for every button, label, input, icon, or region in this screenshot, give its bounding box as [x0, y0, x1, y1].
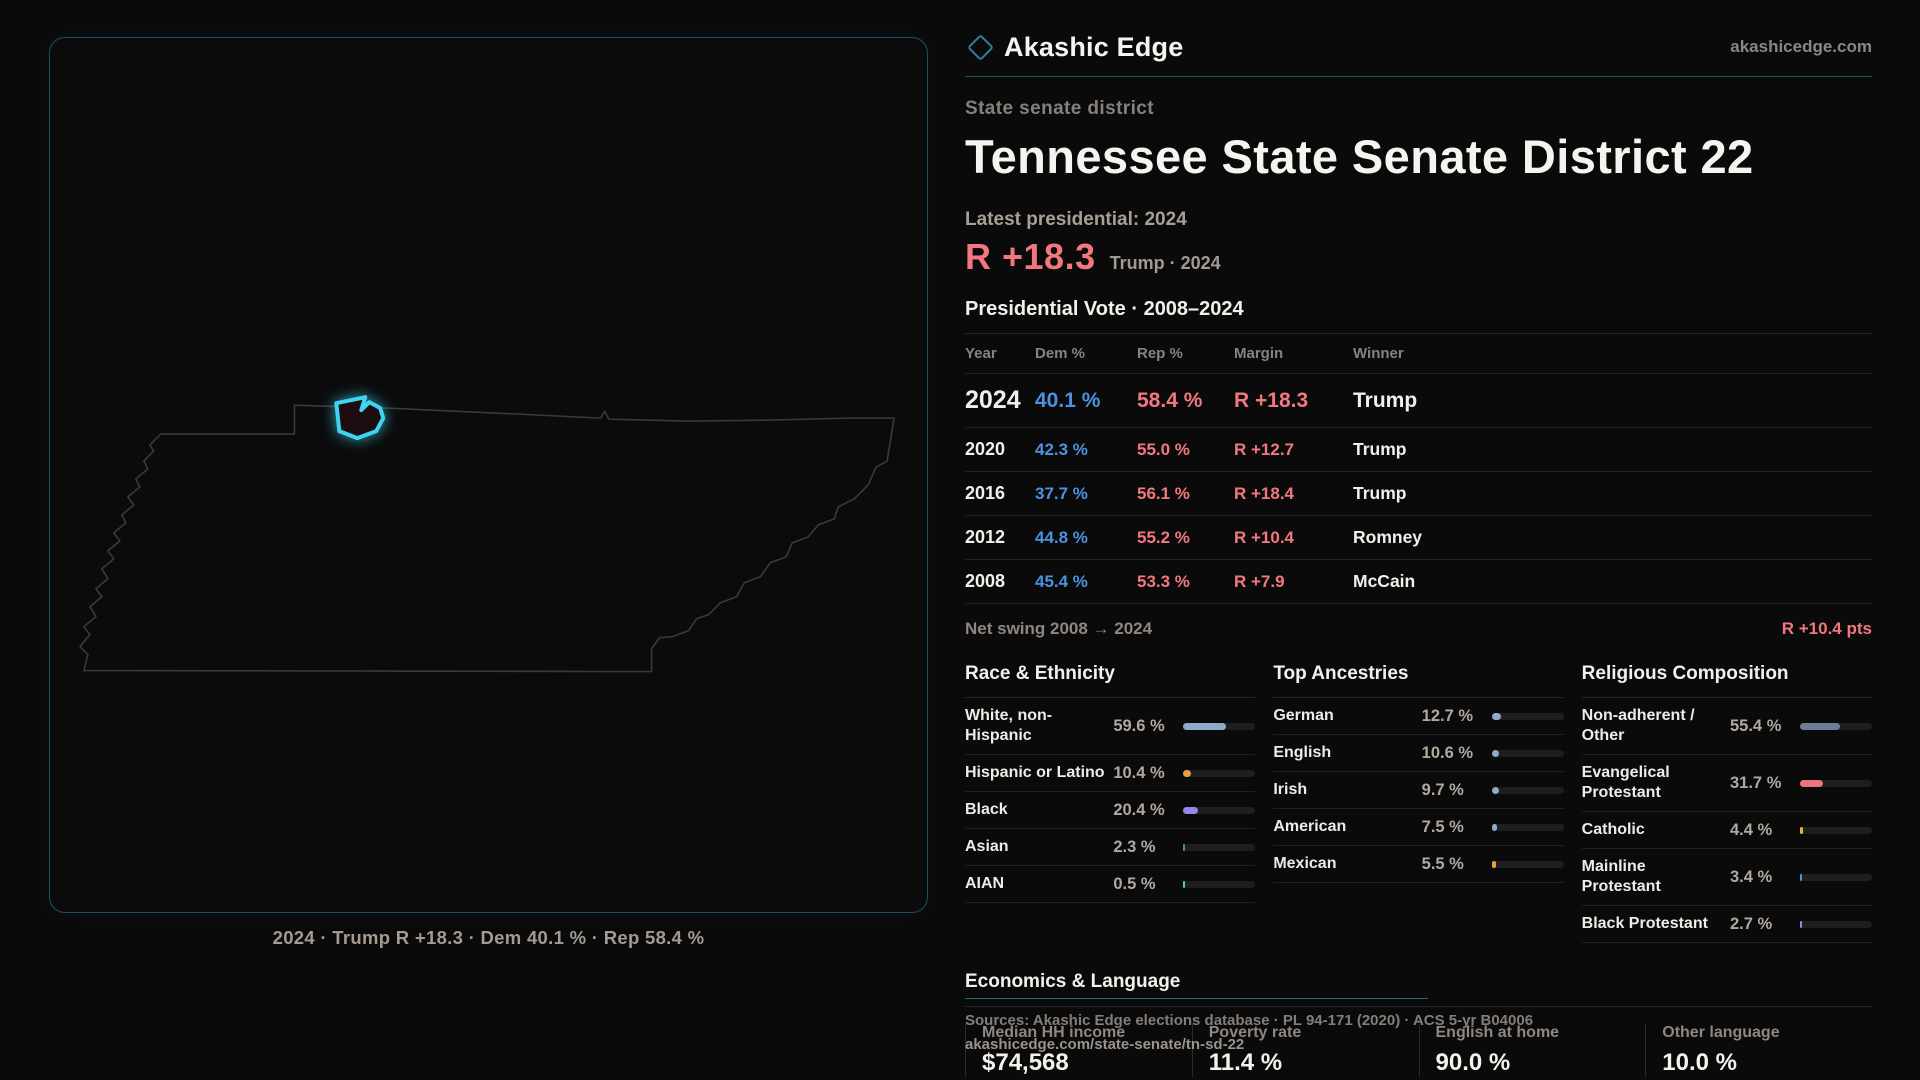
economics-section: Economics & Language Median HH income $7…	[965, 971, 1872, 1077]
section-title: Race & Ethnicity	[965, 663, 1256, 698]
stat-bar	[1800, 920, 1872, 928]
margin-winner-year: Trump · 2024	[1109, 253, 1221, 273]
table-header-row: Year Dem % Rep % Margin Winner	[965, 333, 1872, 374]
map-caption: 2024 · Trump R +18.3 · Dem 40.1 % · Rep …	[272, 927, 705, 948]
demo-row: Asian 2.3 %	[965, 829, 1256, 866]
demo-row: Mexican 5.5 %	[1273, 846, 1564, 883]
detail-panel: Akashic Edge akashicedge.com State senat…	[965, 28, 1872, 1077]
net-swing-label: Net swing 2008 → 2024	[965, 619, 1153, 638]
col-header-year: Year	[965, 345, 997, 362]
sources-text: Sources: Akashic Edge elections database…	[965, 1012, 1534, 1029]
stat-english-at-home: English at home 90.0 %	[1418, 1024, 1646, 1077]
diamond-logo-icon	[967, 33, 994, 61]
stat-bar	[1491, 823, 1564, 831]
demo-row: AIAN 0.5 %	[965, 866, 1256, 903]
table-row: 2024 40.1 % 58.4 % R +18.3 Trump	[965, 374, 1872, 428]
section-title: Economics & Language	[965, 971, 1872, 1007]
stat-bar	[1183, 880, 1256, 888]
ancestries-column: Top Ancestries German 12.7 % English 10.…	[1273, 663, 1564, 943]
demographics-section: Race & Ethnicity White, non-Hispanic 59.…	[965, 663, 1872, 943]
vote-table-title: Presidential Vote · 2008–2024	[965, 298, 1244, 320]
stat-bar	[1800, 722, 1872, 730]
demo-row: Irish 9.7 %	[1273, 772, 1564, 809]
demo-row: English 10.6 %	[1273, 735, 1564, 772]
stat-median-income: Median HH income $74,568	[965, 1024, 1192, 1077]
stat-bar	[1183, 769, 1256, 777]
demo-row: Evangelical Protestant 31.7 %	[1581, 755, 1872, 812]
stat-bar	[1183, 843, 1256, 851]
demo-row: Catholic 4.4 %	[1581, 812, 1872, 849]
footer: Sources: Akashic Edge elections database…	[965, 998, 1872, 1053]
demo-row: White, non-Hispanic 59.6 %	[965, 698, 1256, 755]
district-type-label: State senate district	[965, 98, 1154, 119]
col-header-rep: Rep %	[1137, 345, 1183, 362]
state-outline	[79, 404, 895, 673]
demo-row: Mainline Protestant 3.4 %	[1581, 849, 1872, 906]
col-header-dem: Dem %	[1035, 345, 1086, 362]
district-22-shape	[334, 395, 386, 441]
brand: Akashic Edge	[965, 32, 1183, 63]
stat-bar	[1800, 873, 1872, 881]
stat-bar	[1491, 712, 1564, 720]
latest-presidential-label: Latest presidential: 2024	[965, 209, 1187, 230]
header-bar: Akashic Edge akashicedge.com	[965, 28, 1872, 66]
tennessee-map	[79, 395, 895, 673]
table-row: 2020 42.3 % 55.0 % R +12.7 Trump	[965, 428, 1872, 472]
demo-row: German 12.7 %	[1273, 698, 1564, 735]
stat-bar	[1183, 806, 1256, 814]
race-ethnicity-column: Race & Ethnicity White, non-Hispanic 59.…	[965, 663, 1256, 943]
col-header-winner: Winner	[1353, 345, 1404, 362]
stat-other-language: Other language 10.0 %	[1645, 1024, 1872, 1077]
header-divider	[965, 76, 1872, 77]
section-title: Top Ancestries	[1273, 663, 1564, 698]
brand-name: Akashic Edge	[1004, 31, 1184, 62]
stat-bar	[1183, 722, 1256, 730]
section-title: Religious Composition	[1581, 663, 1872, 698]
headline-margin: R +18.3 Trump · 2024	[965, 236, 1872, 278]
margin-value: R +18.3	[965, 236, 1096, 277]
col-header-margin: Margin	[1234, 345, 1284, 362]
net-swing-value: R +10.4 pts	[1781, 619, 1872, 638]
table-row: 2008 45.4 % 53.3 % R +7.9 McCain	[965, 560, 1872, 604]
stat-bar	[1491, 786, 1564, 794]
stat-bar	[1800, 826, 1872, 834]
demo-row: Black Protestant 2.7 %	[1581, 906, 1872, 943]
site-link[interactable]: akashicedge.com	[1730, 37, 1872, 56]
stat-bar	[1800, 779, 1872, 787]
stat-bar	[1491, 749, 1564, 757]
demo-row: Non-adherent / Other 55.4 %	[1581, 698, 1872, 755]
net-swing-row: Net swing 2008 → 2024 R +10.4 pts	[965, 619, 1872, 639]
stat-poverty-rate: Poverty rate 11.4 %	[1191, 1024, 1419, 1077]
footer-divider	[965, 998, 1428, 999]
demo-row: Hispanic or Latino 10.4 %	[965, 755, 1256, 792]
economics-stats: Median HH income $74,568 Poverty rate 11…	[965, 1024, 1872, 1077]
religion-column: Religious Composition Non-adherent / Oth…	[1581, 663, 1872, 943]
presidential-vote-table: Year Dem % Rep % Margin Winner 2024 40.1…	[965, 333, 1872, 604]
demo-row: American 7.5 %	[1273, 809, 1564, 846]
table-row: 2012 44.8 % 55.2 % R +10.4 Romney	[965, 516, 1872, 560]
page-title: Tennessee State Senate District 22	[965, 130, 1754, 183]
table-row: 2016 37.7 % 56.1 % R +18.4 Trump	[965, 472, 1872, 516]
demo-row: Black 20.4 %	[965, 792, 1256, 829]
permalink-url[interactable]: akashicedge.com/state-senate/tn-sd-22	[965, 1036, 1245, 1053]
stat-bar	[1491, 860, 1564, 868]
district-map-panel	[49, 37, 928, 913]
